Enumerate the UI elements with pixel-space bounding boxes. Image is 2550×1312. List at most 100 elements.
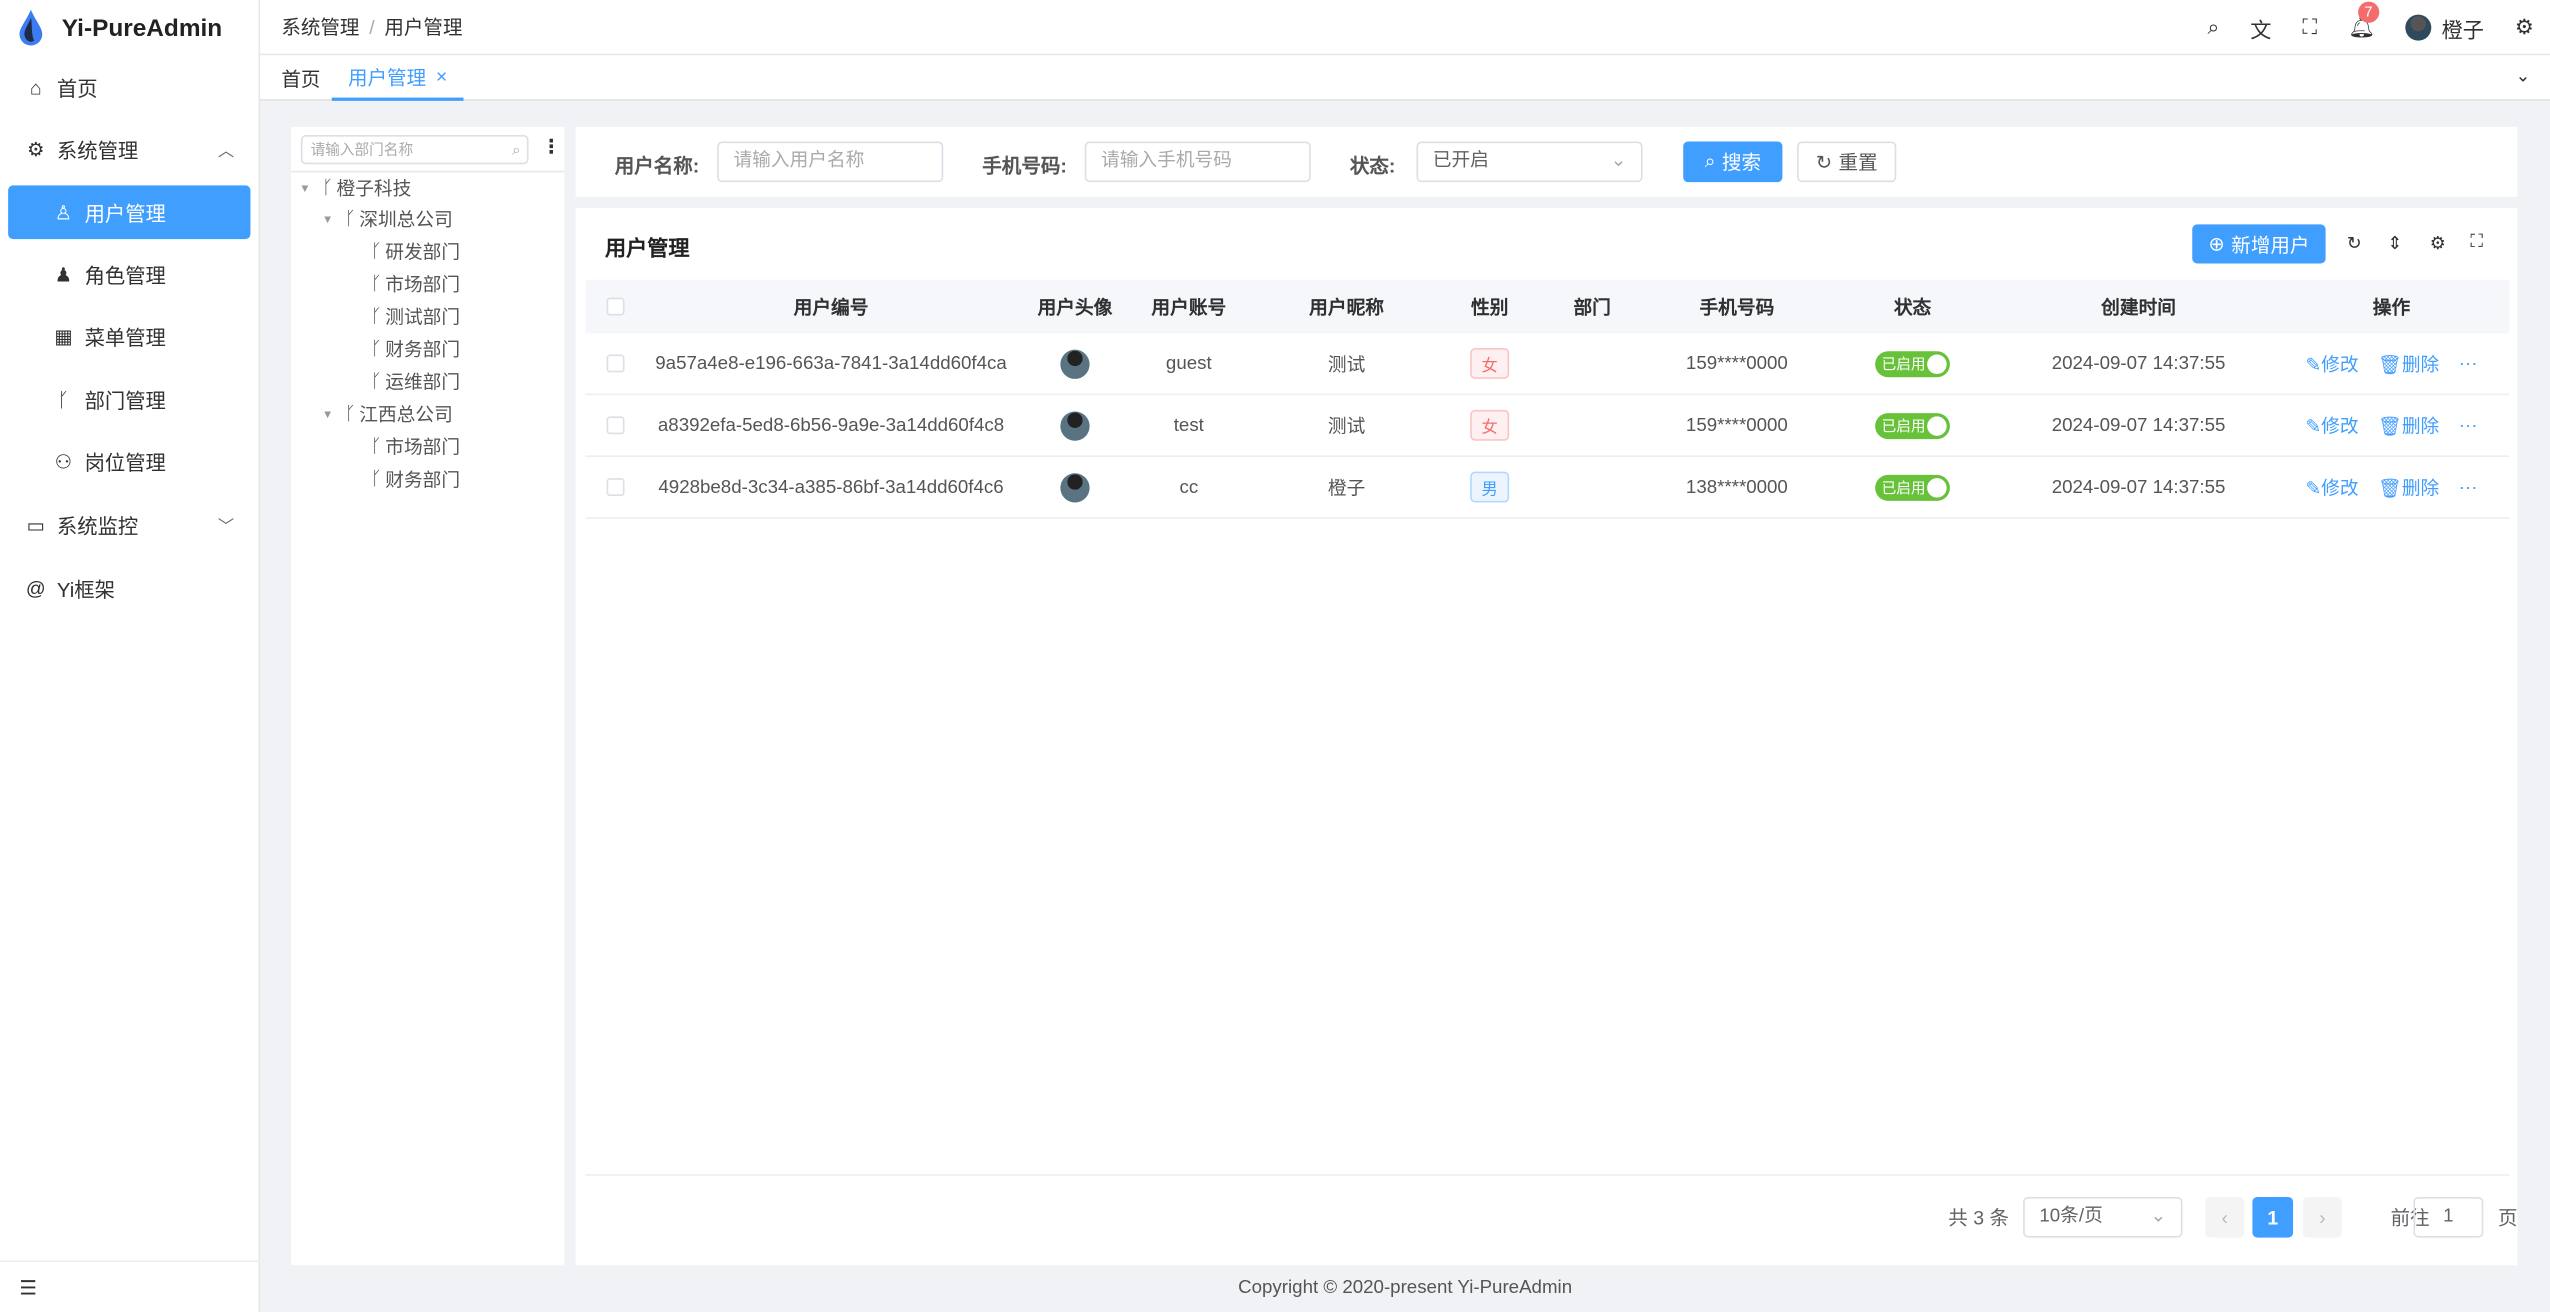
user-account: guest <box>1165 353 1212 374</box>
user-account: cc <box>1179 477 1199 497</box>
table-row: 9a57a4e8-e196-663a-7841-3a14dd60f4ca gues… <box>585 333 2510 396</box>
sidebar-item-posts[interactable]: ⚇ 岗位管理 <box>8 434 250 488</box>
tree-node[interactable]: ᚴ 测试部门 <box>370 307 461 329</box>
dept-search-input[interactable]: 请输入部门名称 ⌕ <box>300 134 529 165</box>
search-button[interactable]: ⌕ 搜索 <box>1683 141 1783 183</box>
branch-icon: ᚴ <box>370 274 383 295</box>
user-menu[interactable]: 橙子 <box>2405 12 2484 43</box>
sidebar-item-home[interactable]: ⌂ 首页 <box>8 60 250 114</box>
edit-icon: ✎ <box>2305 417 2322 437</box>
username-input[interactable]: 请输入用户名称 <box>717 141 944 183</box>
chevron-down-icon: ⌄ <box>2150 1206 2167 1227</box>
created-time: 2024-09-07 14:37:55 <box>2051 477 2226 497</box>
delete-button[interactable]: 🗑︎删除 <box>2378 478 2440 499</box>
avatar <box>2405 14 2432 41</box>
row-checkbox[interactable] <box>605 354 624 373</box>
logo-drop-icon <box>19 9 43 46</box>
tree-node[interactable]: ᚴ 研发部门 <box>370 242 461 264</box>
more-icon[interactable]: ··· <box>2458 415 2478 436</box>
fullscreen-icon[interactable]: ⛶ <box>2470 232 2483 253</box>
tree-node[interactable]: ▼ ᚴ 橙子科技 <box>299 178 412 201</box>
chevron-up-icon: ︿ <box>217 143 235 162</box>
tree-node[interactable]: ▼ ᚴ 深圳总公司 <box>322 209 453 231</box>
goto-label: 前往 <box>2390 1206 2430 1230</box>
reset-button[interactable]: ↻ 重置 <box>1797 141 1897 183</box>
collapse-sidebar-button[interactable]: ☰ <box>0 1260 261 1312</box>
more-icon[interactable]: ··· <box>2458 477 2478 497</box>
table-header: 用户编号 用户头像 用户账号 用户昵称 性别 部门 手机号码 状态 创建时间 操… <box>585 279 2510 334</box>
sidebar-item-depts[interactable]: ᚴ 部门管理 <box>8 372 250 426</box>
edit-button[interactable]: ✎修改 <box>2305 417 2359 437</box>
delete-button[interactable]: 🗑︎删除 <box>2378 417 2440 437</box>
edit-icon: ✎ <box>2305 478 2322 499</box>
logo[interactable]: Yi-PureAdmin <box>0 0 260 55</box>
goto-page-input[interactable]: 1 <box>2413 1196 2484 1238</box>
user-id: 4928be8d-3c34-a385-86bf-3a14dd60f4c6 <box>658 477 1004 497</box>
add-user-button[interactable]: ⊕ 新增用户 <box>2192 224 2326 264</box>
fullscreen-icon[interactable]: ⛶ <box>2302 14 2318 40</box>
column-settings-icon[interactable]: ⚙ <box>2429 234 2446 254</box>
created-time: 2024-09-07 14:37:55 <box>2051 415 2226 436</box>
tree-node[interactable]: ᚴ 市场部门 <box>370 274 461 296</box>
settings-gear-icon[interactable]: ⚙ <box>2514 14 2534 40</box>
next-page-button[interactable]: › <box>2302 1196 2342 1238</box>
role-icon: ♟ <box>54 262 73 286</box>
status-switch[interactable]: 已启用 <box>1875 350 1950 377</box>
column-header: 状态 <box>1893 298 1932 318</box>
sidebar-item-yi[interactable]: @ Yi框架 <box>25 576 115 602</box>
pagination-total: 共 3 条 <box>1948 1206 2010 1230</box>
tabs-bar: 首页 用户管理 × ⌄ <box>260 55 2550 101</box>
notification-badge: 7 <box>2357 1 2379 23</box>
search-icon[interactable]: ⌕ <box>2207 14 2220 40</box>
user-id: a8392efa-5ed8-6b56-9a9e-3a14dd60f4c8 <box>657 415 1005 436</box>
page-size-select[interactable]: 10条/页 ⌄ <box>2023 1196 2183 1238</box>
phone-input[interactable]: 请输入手机号码 <box>1084 141 1311 183</box>
row-checkbox[interactable] <box>605 416 624 435</box>
tree-node[interactable]: ᚴ 财务部门 <box>370 470 461 492</box>
chevron-down-icon[interactable]: ⌄ <box>2515 66 2531 87</box>
page-suffix: 页 <box>2497 1206 2518 1230</box>
tree-node[interactable]: ᚴ 运维部门 <box>370 372 461 394</box>
table-row: 4928be8d-3c34-a385-86bf-3a14dd60f4c6 cc 橙子… <box>585 457 2510 519</box>
edit-button[interactable]: ✎修改 <box>2305 478 2359 499</box>
breadcrumb-item[interactable]: 系统管理 <box>281 16 360 40</box>
edit-button[interactable]: ✎修改 <box>2305 355 2359 375</box>
branch-icon: ᚴ <box>370 339 383 360</box>
density-icon[interactable]: ⇕ <box>2387 234 2403 254</box>
sidebar-item-menus[interactable]: ▦ 菜单管理 <box>8 309 250 363</box>
more-vertical-icon[interactable]: ⋮ <box>541 134 562 158</box>
notification-bell[interactable]: 🔔︎ 7 <box>2348 1 2379 41</box>
close-icon[interactable]: × <box>435 65 448 88</box>
translate-icon[interactable]: 文 <box>2250 17 2272 42</box>
sidebar-item-users[interactable]: ♙ 用户管理 <box>8 185 251 240</box>
caret-down-icon[interactable]: ▼ <box>322 213 334 226</box>
caret-down-icon[interactable]: ▼ <box>299 182 311 195</box>
tree-node[interactable]: ▼ ᚴ 江西总公司 <box>322 404 453 427</box>
delete-button[interactable]: 🗑︎删除 <box>2378 355 2440 375</box>
at-icon: @ <box>25 576 46 600</box>
avatar <box>1060 410 1090 440</box>
tab-users[interactable]: 用户管理 × <box>331 55 464 101</box>
tab-home[interactable]: 首页 <box>281 67 321 91</box>
more-icon[interactable]: ··· <box>2458 353 2478 374</box>
status-switch[interactable]: 已启用 <box>1875 474 1950 501</box>
sidebar-item-monitor[interactable]: ▭ 系统监控 ﹀ <box>8 498 250 552</box>
column-header: 操作 <box>2372 298 2411 318</box>
select-all-checkbox[interactable] <box>605 297 624 316</box>
row-checkbox[interactable] <box>605 478 624 497</box>
branch-icon: ᚴ <box>370 307 383 327</box>
page-1-button[interactable]: 1 <box>2252 1196 2294 1238</box>
trash-icon: 🗑︎ <box>2378 417 2402 437</box>
status-switch[interactable]: 已启用 <box>1875 412 1950 439</box>
sidebar-item-roles[interactable]: ♟ 角色管理 <box>8 247 250 301</box>
tree-node[interactable]: ᚴ 财务部门 <box>370 339 461 362</box>
caret-down-icon[interactable]: ▼ <box>322 409 334 421</box>
user-phone: 159****0000 <box>1685 415 1788 436</box>
sidebar-item-system[interactable]: ⚙ 系统管理 ︿ <box>8 122 250 176</box>
prev-page-button[interactable]: ‹ <box>2205 1196 2245 1238</box>
created-time: 2024-09-07 14:37:55 <box>2051 353 2226 374</box>
status-select[interactable]: 已开启 ⌄ <box>1416 141 1643 183</box>
refresh-icon[interactable]: ↻ <box>2346 234 2362 254</box>
tree-node[interactable]: ᚴ 市场部门 <box>370 437 461 459</box>
